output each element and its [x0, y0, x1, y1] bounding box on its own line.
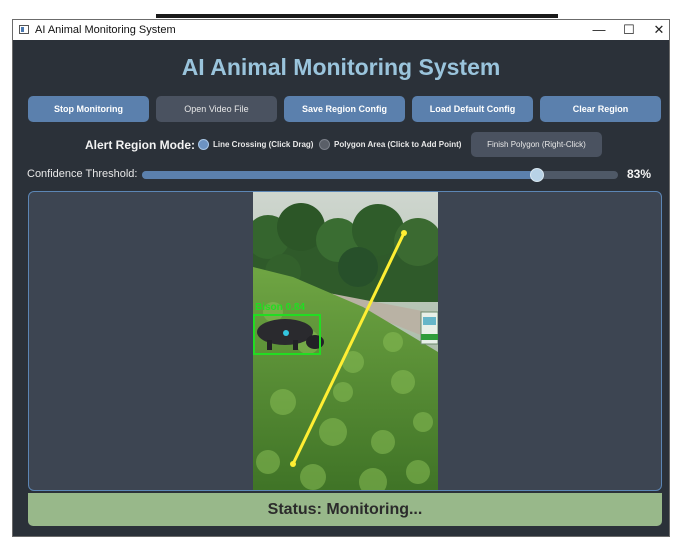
- background-window-strip: [156, 14, 558, 18]
- line-crossing-label[interactable]: Line Crossing (Click Drag): [213, 140, 314, 149]
- app-window-icon: [19, 25, 29, 34]
- clear-region-button[interactable]: Clear Region: [540, 96, 661, 122]
- open-video-button[interactable]: Open Video File: [156, 96, 277, 122]
- animal-centroid: [283, 330, 289, 336]
- title-bar: AI Animal Monitoring System — ☐ ✕: [13, 20, 669, 40]
- window-title: AI Animal Monitoring System: [35, 24, 176, 36]
- save-region-button[interactable]: Save Region Config: [284, 96, 405, 122]
- video-frame: Bison 0.84: [253, 192, 438, 490]
- polygon-area-radio[interactable]: [319, 139, 330, 150]
- status-bar: Status: Monitoring...: [28, 493, 662, 526]
- slider-handle[interactable]: [530, 168, 545, 182]
- line-crossing-radio[interactable]: [198, 139, 209, 150]
- alert-line-start-handle[interactable]: [401, 230, 407, 236]
- parked-vehicle: [420, 311, 438, 345]
- confidence-label: Confidence Threshold:: [27, 168, 138, 180]
- slider-fill: [142, 171, 538, 179]
- stop-monitoring-button[interactable]: Stop Monitoring: [28, 96, 149, 122]
- alert-mode-label: Alert Region Mode:: [85, 138, 195, 152]
- polygon-area-label[interactable]: Polygon Area (Click to Add Point): [334, 140, 462, 149]
- app-heading: AI Animal Monitoring System: [181, 54, 501, 80]
- confidence-slider[interactable]: [142, 168, 618, 182]
- app-window: AI Animal Monitoring System — ☐ ✕ AI Ani…: [12, 19, 670, 537]
- load-default-button[interactable]: Load Default Config: [412, 96, 533, 122]
- video-panel[interactable]: Bison 0.84: [28, 191, 662, 491]
- minimize-icon[interactable]: —: [592, 22, 606, 37]
- detection-box: [253, 314, 321, 355]
- alert-line[interactable]: [291, 232, 406, 465]
- finish-polygon-button[interactable]: Finish Polygon (Right-Click): [471, 132, 602, 157]
- close-icon[interactable]: ✕: [653, 22, 665, 37]
- confidence-value: 83%: [627, 167, 652, 181]
- detection-label: Bison 0.84: [255, 302, 305, 313]
- alert-line-end-handle[interactable]: [290, 461, 296, 467]
- maximize-icon[interactable]: ☐: [623, 22, 635, 37]
